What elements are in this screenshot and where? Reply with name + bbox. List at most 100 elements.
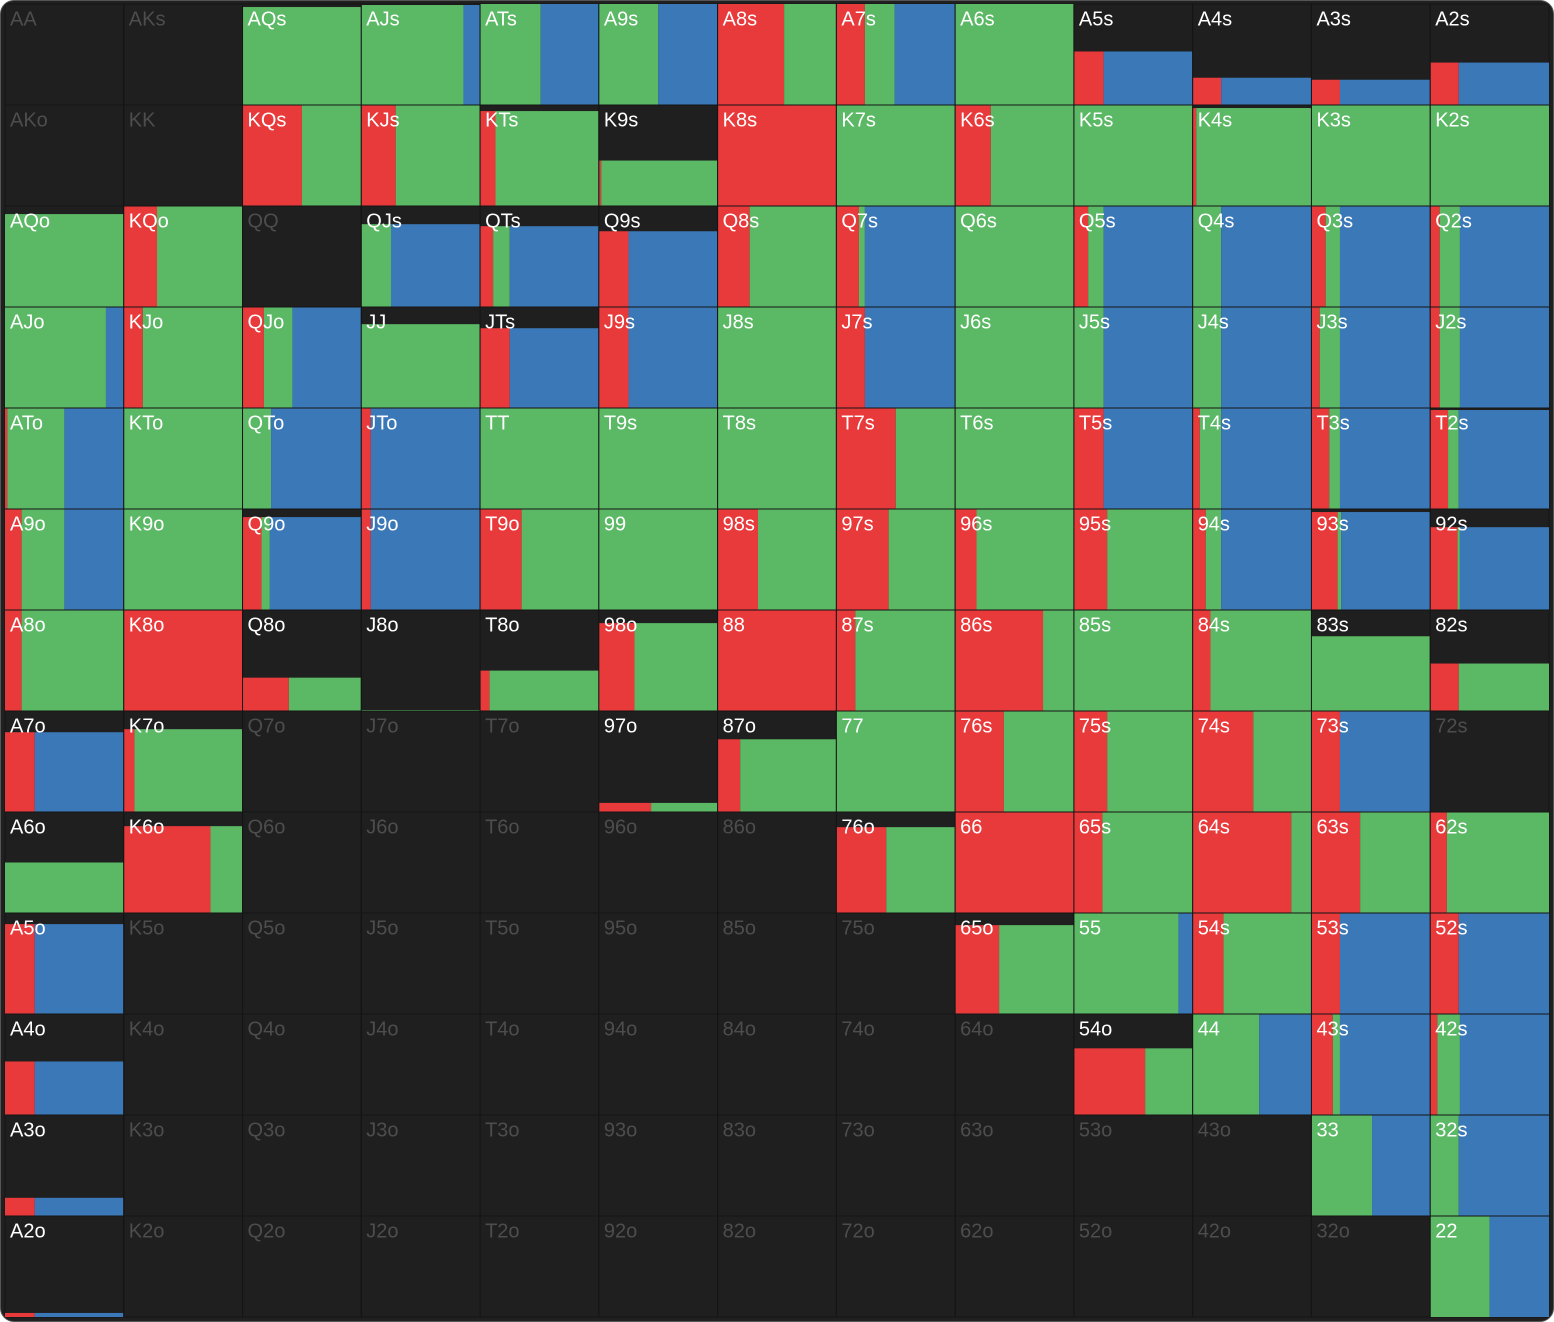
hand-cell[interactable]	[123, 1215, 244, 1318]
action-segment	[1458, 1115, 1549, 1216]
action-segment	[271, 408, 362, 509]
hand-label: 62o	[960, 1220, 993, 1242]
hand-label: 33	[1316, 1119, 1338, 1141]
hand-cell[interactable]	[123, 104, 244, 207]
hand-cell[interactable]	[954, 1013, 1075, 1116]
action-segment	[1459, 1014, 1549, 1115]
hand-cell[interactable]	[717, 1114, 837, 1217]
action-segment	[261, 517, 270, 610]
hand-cell[interactable]	[835, 1013, 956, 1116]
action-segment	[1259, 1014, 1312, 1115]
hand-cell[interactable]	[123, 1013, 244, 1116]
hand-cell[interactable]	[360, 1215, 481, 1318]
action-segment	[749, 206, 837, 307]
hand-label: J2o	[366, 1220, 398, 1242]
hand-label: A4s	[1198, 8, 1232, 30]
hand-cell[interactable]	[123, 3, 244, 106]
hand-cell[interactable]	[1429, 710, 1550, 813]
hand-cell[interactable]	[1310, 1215, 1431, 1318]
action-segment	[1339, 206, 1431, 307]
action-segment	[395, 105, 481, 206]
hand-cell[interactable]	[479, 912, 600, 1015]
action-segment	[1102, 812, 1193, 913]
hand-cell[interactable]	[1073, 1114, 1194, 1217]
hand-cell[interactable]	[598, 1114, 719, 1217]
hand-label: 52o	[1079, 1220, 1112, 1242]
action-segment	[1311, 408, 1330, 509]
hand-cell[interactable]	[360, 1114, 481, 1217]
action-segment	[1073, 206, 1089, 307]
hand-label: Q4s	[1198, 210, 1235, 232]
hand-cell[interactable]	[242, 1114, 362, 1217]
hand-cell[interactable]	[479, 1013, 600, 1116]
action-segment	[598, 408, 718, 509]
hand-label: T7o	[485, 715, 519, 737]
hand-cell[interactable]	[242, 710, 362, 813]
action-segment	[5, 1312, 35, 1317]
hand-label: K9o	[129, 513, 165, 535]
action-segment	[1339, 79, 1431, 105]
hand-label: K9s	[604, 109, 638, 131]
hand-label: J6o	[366, 816, 398, 838]
action-segment	[1103, 206, 1193, 307]
action-segment	[123, 610, 243, 711]
hand-cell[interactable]	[835, 1215, 956, 1318]
hand-cell[interactable]	[598, 811, 719, 914]
action-segment	[999, 925, 1074, 1014]
hand-cell[interactable]	[598, 710, 719, 813]
action-segment	[955, 925, 1000, 1014]
hand-cell[interactable]	[242, 1013, 362, 1116]
hand-label: Q2o	[248, 1220, 286, 1242]
action-segment	[1339, 913, 1431, 1014]
hand-cell[interactable]	[479, 710, 600, 813]
action-segment	[1459, 206, 1549, 307]
action-segment	[64, 509, 124, 610]
action-segment	[489, 670, 599, 711]
action-segment	[480, 226, 494, 307]
action-segment	[34, 1312, 124, 1317]
hand-label: Q2s	[1435, 210, 1472, 232]
action-segment	[123, 509, 243, 610]
hand-cell[interactable]	[1073, 1215, 1194, 1318]
hand-cell[interactable]	[360, 1013, 481, 1116]
hand-cell[interactable]	[4, 104, 125, 207]
action-segment	[864, 307, 956, 408]
hand-cell[interactable]	[954, 1215, 1075, 1318]
hand-cell[interactable]	[835, 912, 956, 1015]
hand-cell[interactable]	[1192, 1114, 1312, 1217]
hand-label: Q3o	[248, 1119, 286, 1141]
hand-cell[interactable]	[1192, 1215, 1312, 1318]
hand-cell[interactable]	[123, 1114, 244, 1217]
hand-cell[interactable]	[717, 1215, 837, 1318]
action-segment	[836, 610, 856, 711]
hand-cell[interactable]	[242, 1215, 362, 1318]
action-segment	[717, 4, 785, 105]
hand-cell[interactable]	[954, 1114, 1075, 1217]
action-segment	[242, 408, 272, 509]
hand-label: 84o	[723, 1018, 756, 1040]
hand-cell[interactable]	[598, 1215, 719, 1318]
action-segment	[1439, 206, 1460, 307]
hand-label: 65s	[1079, 816, 1111, 838]
hand-cell[interactable]	[123, 912, 244, 1015]
action-segment	[955, 812, 1074, 913]
hand-label: 93o	[604, 1119, 637, 1141]
hand-cell[interactable]	[4, 3, 125, 106]
hand-cell[interactable]	[598, 1013, 719, 1116]
action-segment	[634, 623, 718, 711]
action-segment	[598, 307, 629, 408]
hand-label: T4o	[485, 1018, 519, 1040]
action-segment	[1437, 1014, 1460, 1115]
action-segment	[1311, 812, 1361, 913]
hand-label: T6o	[485, 816, 519, 838]
hand-label: 43s	[1316, 1018, 1348, 1040]
hand-cell[interactable]	[360, 710, 481, 813]
hand-cell[interactable]	[479, 811, 600, 914]
hand-label: J5o	[366, 917, 398, 939]
action-segment	[1073, 105, 1193, 206]
hand-cell[interactable]	[4, 1215, 125, 1318]
hand-cell[interactable]	[717, 912, 837, 1015]
action-segment	[123, 729, 135, 812]
hand-cell[interactable]	[479, 1114, 600, 1217]
action-segment	[1332, 1014, 1340, 1115]
